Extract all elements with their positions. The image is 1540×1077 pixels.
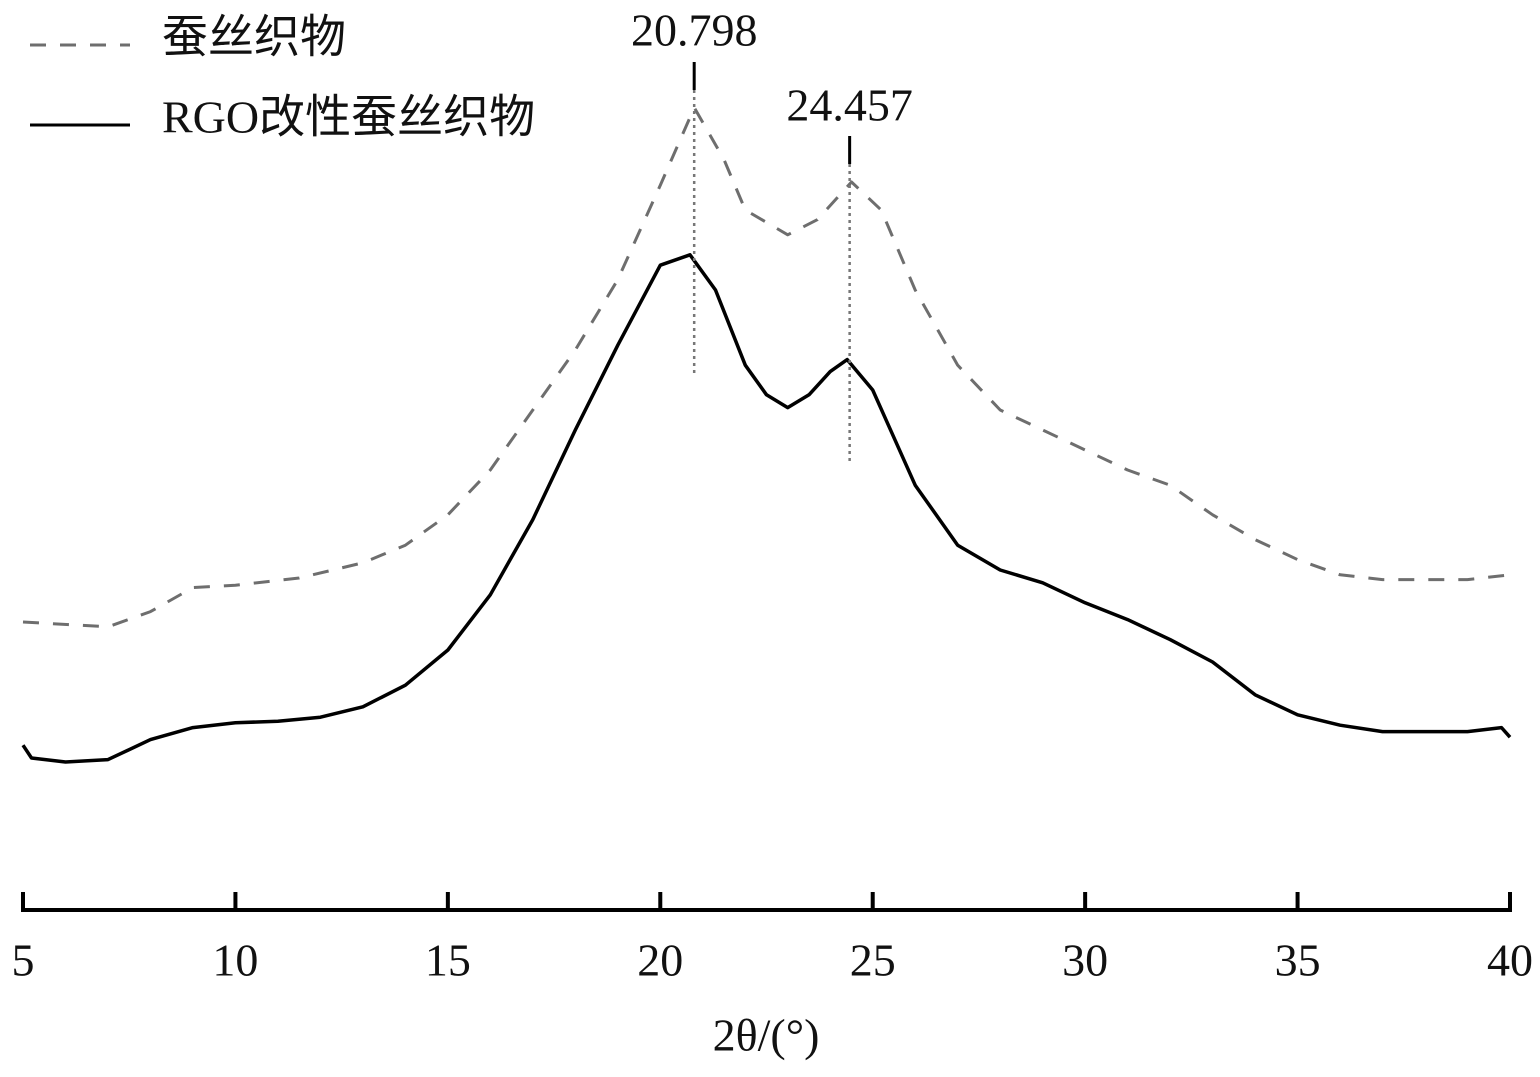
x-tick-label: 35 <box>1275 935 1321 986</box>
x-tick-label: 5 <box>12 935 35 986</box>
series-line <box>22 106 1511 629</box>
x-tick-label: 40 <box>1487 935 1533 986</box>
x-tick-label: 25 <box>850 935 896 986</box>
series-line <box>21 253 1512 764</box>
x-tick-label: 10 <box>212 935 258 986</box>
x-tick-label: 20 <box>637 935 683 986</box>
x-tick-label: 30 <box>1062 935 1108 986</box>
x-tick-label: 15 <box>425 935 471 986</box>
legend-label: RGO改性蚕丝织物 <box>162 92 535 143</box>
peak-label: 20.798 <box>631 5 758 56</box>
x-axis-label: 2θ/(°) <box>713 1010 820 1061</box>
peak-label: 24.457 <box>786 80 913 131</box>
legend-label: 蚕丝织物 <box>162 12 346 63</box>
